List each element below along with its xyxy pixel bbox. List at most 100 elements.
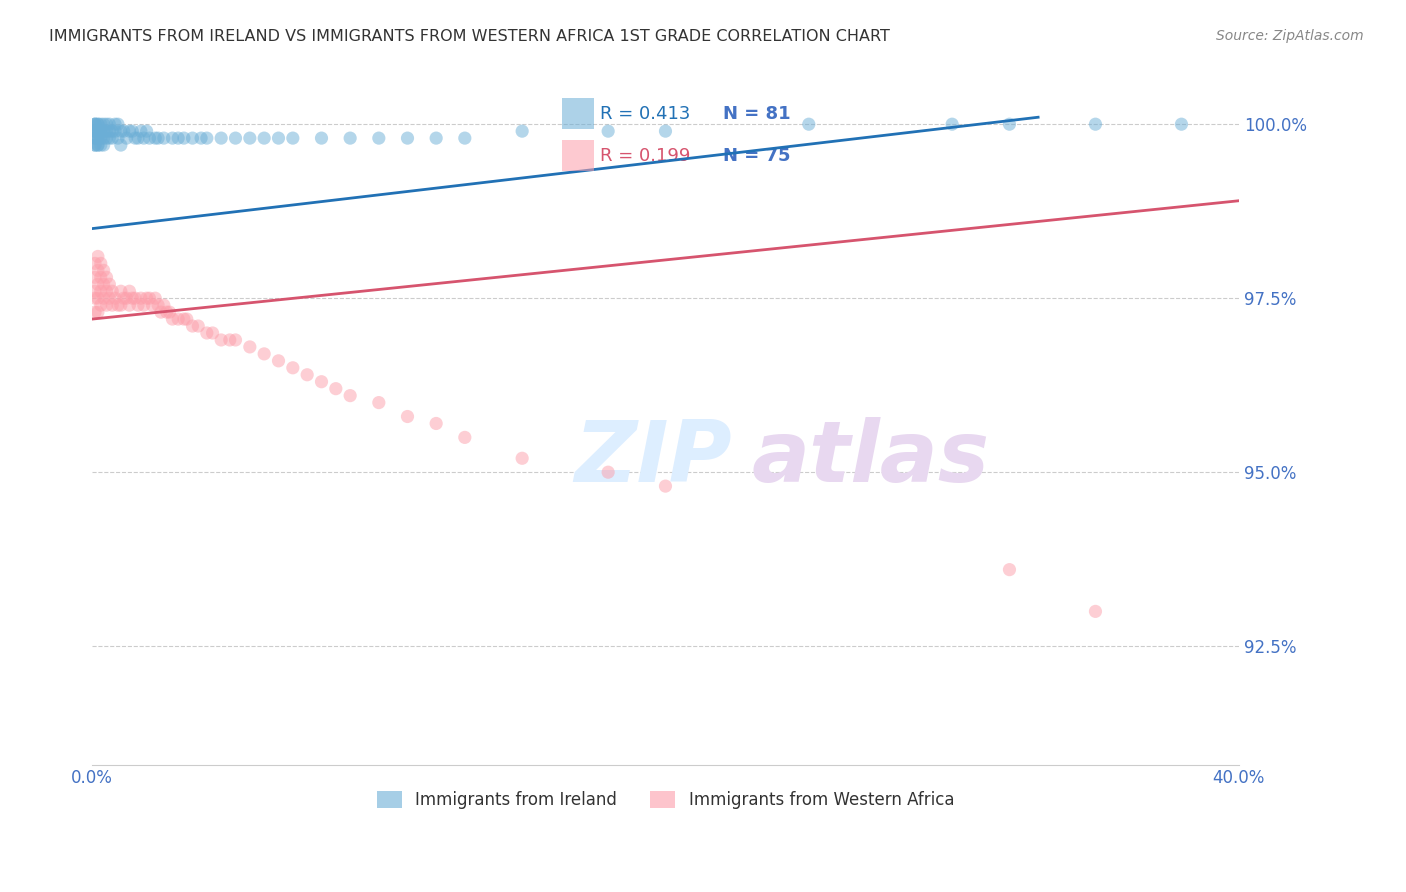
Point bbox=[101, 124, 124, 138]
Point bbox=[156, 305, 179, 319]
Point bbox=[173, 131, 195, 145]
Point bbox=[98, 277, 121, 292]
Point bbox=[93, 117, 115, 131]
Point bbox=[339, 389, 361, 403]
Text: R = 0.413: R = 0.413 bbox=[600, 104, 690, 123]
Point bbox=[510, 124, 533, 138]
Point bbox=[84, 131, 107, 145]
Point bbox=[121, 291, 143, 305]
Point bbox=[84, 291, 107, 305]
Text: R = 0.199: R = 0.199 bbox=[600, 146, 690, 164]
Bar bbox=[562, 140, 595, 171]
Point bbox=[87, 291, 110, 305]
Point bbox=[143, 291, 166, 305]
Point bbox=[84, 138, 107, 153]
Point bbox=[96, 270, 118, 285]
Point bbox=[93, 138, 115, 153]
Text: N = 81: N = 81 bbox=[723, 104, 790, 123]
Point bbox=[87, 305, 110, 319]
Point bbox=[98, 124, 121, 138]
Point bbox=[101, 131, 124, 145]
Point bbox=[87, 124, 110, 138]
Point bbox=[84, 117, 107, 131]
Text: ZIP: ZIP bbox=[574, 417, 731, 500]
Text: Source: ZipAtlas.com: Source: ZipAtlas.com bbox=[1216, 29, 1364, 43]
Point bbox=[239, 131, 262, 145]
Point bbox=[93, 131, 115, 145]
Point bbox=[598, 124, 620, 138]
Point bbox=[267, 354, 290, 368]
Point bbox=[325, 382, 347, 396]
Point bbox=[90, 284, 112, 298]
Point bbox=[121, 124, 143, 138]
Point bbox=[367, 395, 389, 409]
Point bbox=[153, 298, 176, 312]
Point bbox=[454, 430, 477, 444]
Point bbox=[132, 131, 155, 145]
Point bbox=[87, 131, 110, 145]
Point bbox=[84, 117, 107, 131]
Point bbox=[159, 305, 181, 319]
Point bbox=[93, 124, 115, 138]
Point bbox=[118, 298, 141, 312]
Text: atlas: atlas bbox=[751, 417, 990, 500]
Point bbox=[138, 291, 160, 305]
Point bbox=[190, 131, 212, 145]
Point bbox=[941, 117, 963, 131]
Point bbox=[281, 131, 304, 145]
Point bbox=[90, 256, 112, 270]
Point bbox=[104, 117, 127, 131]
Point bbox=[195, 326, 218, 340]
Point bbox=[425, 131, 447, 145]
Legend: Immigrants from Ireland, Immigrants from Western Africa: Immigrants from Ireland, Immigrants from… bbox=[370, 784, 960, 815]
Point bbox=[84, 270, 107, 285]
Point bbox=[173, 312, 195, 326]
Point bbox=[176, 312, 198, 326]
Point bbox=[110, 124, 132, 138]
Point bbox=[115, 291, 138, 305]
Point bbox=[311, 375, 333, 389]
Point bbox=[396, 131, 419, 145]
Point bbox=[129, 124, 152, 138]
Point bbox=[162, 312, 184, 326]
Point bbox=[90, 124, 112, 138]
Point bbox=[253, 131, 276, 145]
Point bbox=[96, 117, 118, 131]
Point bbox=[84, 131, 107, 145]
Point bbox=[110, 298, 132, 312]
Point bbox=[90, 138, 112, 153]
Point bbox=[162, 131, 184, 145]
Point bbox=[87, 117, 110, 131]
Point bbox=[1084, 604, 1107, 618]
Point bbox=[267, 131, 290, 145]
Point bbox=[110, 284, 132, 298]
Point bbox=[84, 124, 107, 138]
Bar bbox=[562, 98, 595, 129]
Point bbox=[253, 347, 276, 361]
Point bbox=[87, 124, 110, 138]
Point bbox=[127, 298, 149, 312]
Point bbox=[339, 131, 361, 145]
Point bbox=[654, 124, 676, 138]
Point bbox=[167, 312, 190, 326]
Point bbox=[87, 138, 110, 153]
Point bbox=[598, 465, 620, 479]
Point bbox=[454, 131, 477, 145]
Point bbox=[281, 360, 304, 375]
Point bbox=[209, 131, 232, 145]
Point bbox=[96, 284, 118, 298]
Point bbox=[129, 291, 152, 305]
Point bbox=[96, 131, 118, 145]
Point bbox=[104, 291, 127, 305]
Point bbox=[998, 563, 1021, 577]
Point bbox=[93, 277, 115, 292]
Point bbox=[135, 124, 157, 138]
Point bbox=[146, 131, 169, 145]
Point bbox=[138, 131, 160, 145]
Point bbox=[98, 291, 121, 305]
Point bbox=[143, 131, 166, 145]
Point bbox=[87, 117, 110, 131]
Point bbox=[167, 131, 190, 145]
Point bbox=[84, 138, 107, 153]
Point bbox=[998, 117, 1021, 131]
